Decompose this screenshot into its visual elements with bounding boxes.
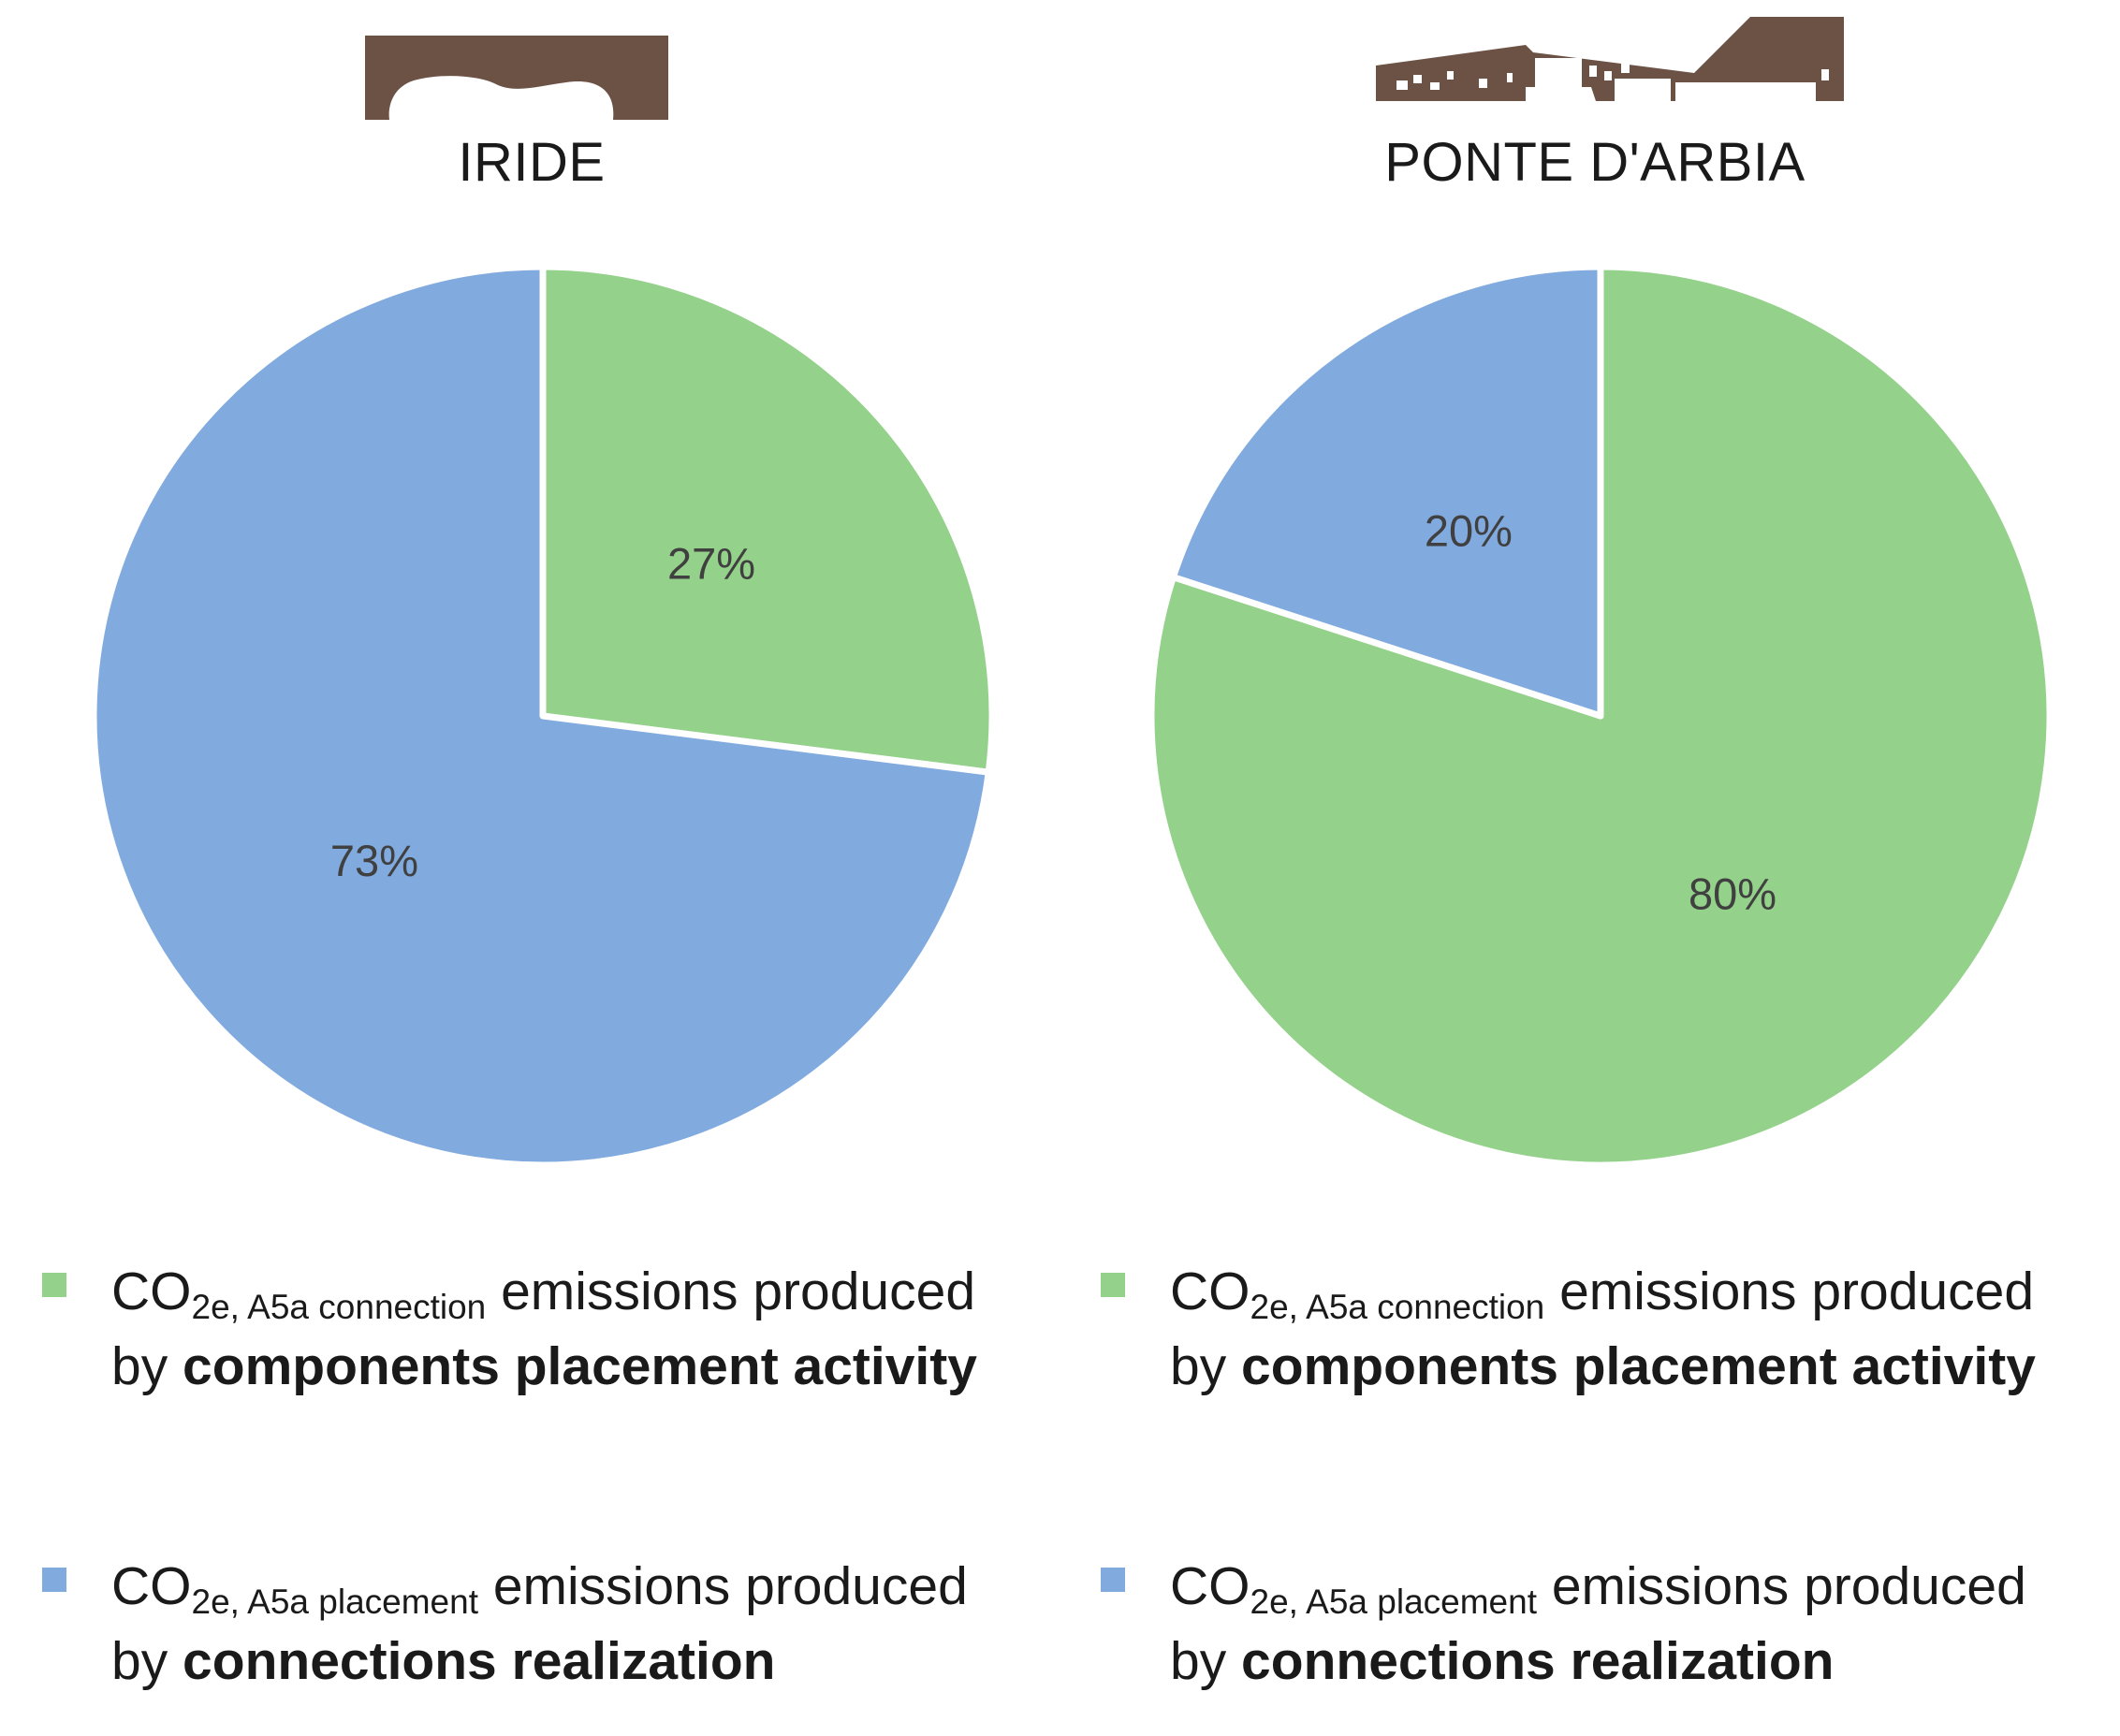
legend-text: CO2e, A5a placement emissions produced b… [1170,1556,2026,1691]
pie-chart-ponte-darbia: 80% 20% [1148,263,2054,1169]
pie-data-label: 27% [667,539,755,589]
legend-swatch-blue [42,1568,66,1592]
pie-slice-connection [539,263,996,776]
legend-swatch-blue [1101,1568,1125,1592]
chart-title-ponte-darbia: PONTE D'ARBIA [1384,132,1806,193]
pie-slice-placement [90,263,992,1169]
pie-chart-iride: 27% 73% [90,263,996,1169]
ponte-darbia-building-logo [1376,17,1844,115]
legend-swatch-green [42,1273,66,1297]
legend-swatch-green [1101,1273,1125,1297]
iride-building-logo [365,36,668,120]
iride-logo-shape [365,36,668,120]
pie-slice-placement [1169,263,1604,720]
legend-text: CO2e, A5a connection emissions produced … [111,1262,977,1396]
legend-text: CO2e, A5a connection emissions produced … [1170,1262,2036,1396]
legend-text: CO2e, A5a placement emissions produced b… [111,1556,968,1691]
pie-data-label: 73% [330,836,418,885]
chart-title-iride: IRIDE [458,132,606,193]
pie-data-label: 80% [1689,869,1776,919]
pie-data-label: 20% [1425,505,1513,555]
